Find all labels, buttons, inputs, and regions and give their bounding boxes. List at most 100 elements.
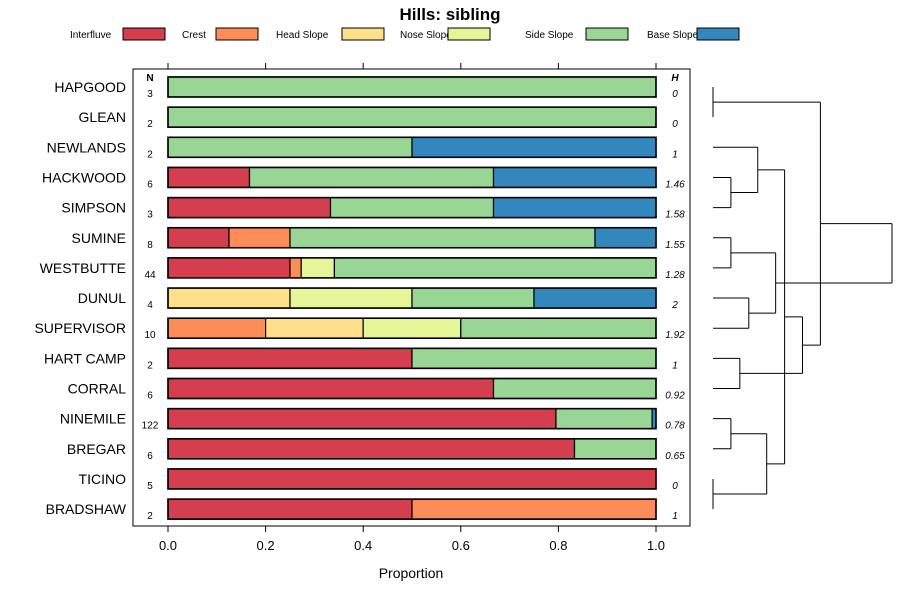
legend-swatch: [122, 27, 166, 41]
row-label: SUMINE: [72, 230, 126, 246]
x-tick-label: 1.0: [647, 538, 665, 553]
bar-outline: [167, 347, 657, 370]
legend-swatch: [447, 27, 491, 41]
row-h-value: 1: [672, 511, 678, 522]
bar-segment: [533, 287, 657, 309]
bar-segment: [492, 197, 657, 219]
row-h-value: 1.55: [665, 240, 685, 251]
bar-outline: [167, 377, 657, 400]
row-h-value: 2: [671, 300, 678, 311]
row-h-value: 1.46: [665, 179, 685, 190]
row-n-value: 2: [147, 511, 153, 522]
bar-segment: [167, 408, 557, 430]
bar-segment: [167, 136, 413, 158]
legend: Interfluve Crest Head Slope Nose Slope Side …: [70, 27, 740, 41]
row-n-value: 10: [144, 330, 156, 341]
row-label: BREGAR: [67, 441, 126, 457]
chart-title: Hills: sibling: [399, 5, 500, 24]
bar-segment: [362, 317, 462, 339]
bar-outline: [167, 76, 657, 98]
row-n-value: 6: [147, 451, 153, 462]
bar-segment: [333, 257, 657, 279]
bar-segment: [167, 438, 576, 460]
row-h-value: 1.28: [665, 270, 685, 281]
row-label: GLEAN: [79, 109, 126, 125]
x-tick-label: 0.4: [354, 538, 372, 553]
bar-segment: [573, 438, 657, 460]
bar-segment: [265, 317, 364, 339]
bar-outline: [167, 407, 657, 430]
bar-segment: [167, 287, 291, 309]
bar-segment: [289, 227, 596, 249]
row-h-value: 0: [672, 89, 678, 100]
bar-outline: [167, 498, 657, 520]
legend-label: Nose Slope: [400, 30, 452, 41]
legend-label: Crest: [182, 30, 206, 41]
row-label: BRADSHAW: [46, 501, 127, 517]
bar-segment: [411, 287, 535, 309]
bar-outline: [167, 106, 657, 128]
row-label: TICINO: [79, 471, 127, 487]
bar-segment: [329, 197, 495, 219]
row-h-value: 0.65: [665, 451, 685, 462]
bar-segment: [167, 166, 251, 189]
bar-segment: [167, 106, 657, 128]
bar-segment: [167, 76, 657, 98]
row-label: WESTBUTTE: [40, 260, 126, 276]
row-h-value: 0: [672, 119, 678, 130]
bar-segment: [460, 317, 657, 339]
legend-swatch: [341, 27, 385, 41]
row-label: CORRAL: [68, 381, 127, 397]
row-h-value: 1.92: [665, 330, 685, 341]
bar-segment: [300, 257, 336, 279]
row-h-value: 0.78: [665, 421, 685, 432]
row-n-value: 2: [147, 149, 153, 160]
bar-outline: [167, 437, 657, 460]
bar-segment: [167, 257, 291, 279]
row-h-value: 1: [672, 149, 678, 160]
row-h-value: 1.58: [665, 210, 685, 221]
bar-segment: [228, 227, 291, 249]
bar-segment: [492, 166, 657, 189]
x-axis: 0.0 0.2 0.4 0.6 0.8 1.0: [159, 63, 665, 553]
row-label: NEWLANDS: [47, 139, 126, 155]
bar-segment: [167, 347, 413, 369]
bar-segment: [167, 498, 413, 520]
bar-segment: [289, 287, 413, 309]
row-n-value: 8: [147, 240, 153, 251]
row-label: NINEMILE: [60, 411, 126, 427]
legend-swatch: [585, 27, 629, 41]
row-n-value: 5: [147, 481, 153, 492]
dendrogram: [712, 87, 893, 510]
row-label: SIMPSON: [61, 200, 126, 216]
legend-swatch: [696, 27, 740, 41]
row-n-value: 6: [147, 391, 153, 402]
legend-label: Side Slope: [525, 30, 574, 41]
x-tick-label: 0.2: [257, 538, 275, 553]
legend-label: Interfluve: [70, 30, 112, 41]
row-label: DUNUL: [78, 290, 126, 306]
bar-segment: [555, 408, 653, 430]
x-axis-title: Proportion: [379, 565, 444, 581]
row-n-value: 122: [142, 421, 159, 432]
bar-rows: HAPGOOD 3 0 GLEAN 2 0 NEWLANDS 2 1 HACKWOOD 6 1.46 S…: [34, 76, 685, 522]
bar-segment: [167, 317, 267, 339]
legend-label: Base Slope: [647, 30, 699, 41]
row-n-value: 3: [147, 210, 153, 221]
row-n-value: 2: [147, 360, 153, 371]
bar-segment: [492, 377, 657, 400]
bar-segment: [411, 498, 657, 520]
row-n-value: 6: [147, 179, 153, 190]
bar-segment: [167, 197, 332, 219]
bar-outline: [167, 468, 657, 490]
bar-segment: [289, 257, 302, 279]
legend-label: Head Slope: [276, 30, 329, 41]
row-h-value: 0.92: [665, 391, 685, 402]
x-tick-label: 0.8: [549, 538, 567, 553]
row-label: HART CAMP: [44, 350, 126, 366]
bar-outline: [167, 166, 657, 189]
row-label: SUPERVISOR: [34, 320, 126, 336]
row-n-value: 44: [144, 270, 156, 281]
bar-outline: [167, 317, 657, 340]
bar-segment: [411, 136, 657, 158]
